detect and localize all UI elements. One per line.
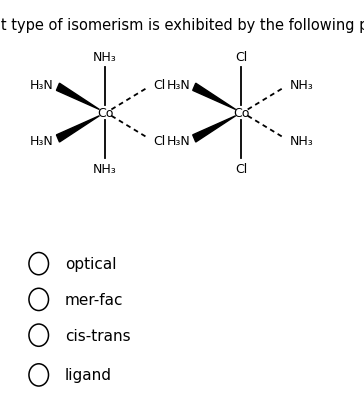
Text: Cl: Cl <box>235 163 248 176</box>
Text: What type of isomerism is exhibited by the following pair?: What type of isomerism is exhibited by t… <box>0 18 364 33</box>
Text: NH₃: NH₃ <box>289 135 313 147</box>
Text: optical: optical <box>65 256 116 271</box>
Text: mer-fac: mer-fac <box>65 292 123 307</box>
Text: H₃N: H₃N <box>30 79 54 92</box>
Text: Cl: Cl <box>153 135 165 147</box>
Text: NH₃: NH₃ <box>93 163 117 176</box>
Text: Cl: Cl <box>153 79 165 92</box>
Text: H₃N: H₃N <box>166 135 190 147</box>
Text: NH₃: NH₃ <box>289 79 313 92</box>
Polygon shape <box>56 116 99 142</box>
Polygon shape <box>193 84 236 110</box>
Polygon shape <box>56 84 99 110</box>
Text: H₃N: H₃N <box>30 135 54 147</box>
Text: cis-trans: cis-trans <box>65 328 131 343</box>
Text: NH₃: NH₃ <box>93 51 117 64</box>
Text: ligand: ligand <box>65 368 112 382</box>
Text: Co: Co <box>233 107 250 120</box>
Polygon shape <box>193 116 236 142</box>
Text: H₃N: H₃N <box>166 79 190 92</box>
Text: Cl: Cl <box>235 51 248 64</box>
Text: Co: Co <box>97 107 113 120</box>
